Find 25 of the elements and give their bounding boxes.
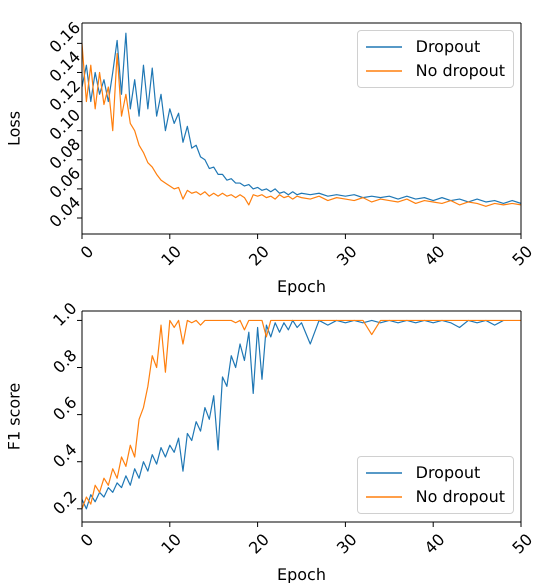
y-tick-label: 1.0 [49, 298, 81, 330]
legend-label: No dropout [416, 486, 505, 508]
x-axis-title: Epoch [277, 277, 326, 296]
y-axis-title: Loss [4, 110, 24, 146]
x-tick-label: 40 [420, 530, 448, 558]
y-tick-label: 0.4 [49, 440, 81, 472]
x-tick-label: 0 [76, 530, 98, 550]
x-tick-label: 50 [508, 530, 536, 558]
legend-label: No dropout [416, 60, 505, 82]
x-tick-label: 30 [332, 242, 361, 270]
x-tick-label: 10 [157, 530, 186, 558]
y-tick-label: 0.6 [49, 392, 81, 424]
x-axis-title: Epoch [277, 565, 326, 583]
legend-label: Dropout [416, 36, 480, 58]
y-axis-title: F1 score [4, 382, 24, 450]
x-tick-label: 50 [508, 242, 536, 270]
y-tick-label: 0.2 [49, 486, 81, 518]
x-tick-label: 20 [245, 242, 273, 270]
x-tick-label: 30 [332, 530, 361, 558]
legend-label: Dropout [416, 462, 480, 484]
x-tick-label: 20 [245, 530, 273, 558]
x-tick-label: 0 [76, 242, 98, 262]
x-tick-label: 10 [157, 242, 186, 270]
x-tick-label: 40 [420, 242, 448, 270]
y-tick-label: 0.8 [49, 346, 81, 378]
